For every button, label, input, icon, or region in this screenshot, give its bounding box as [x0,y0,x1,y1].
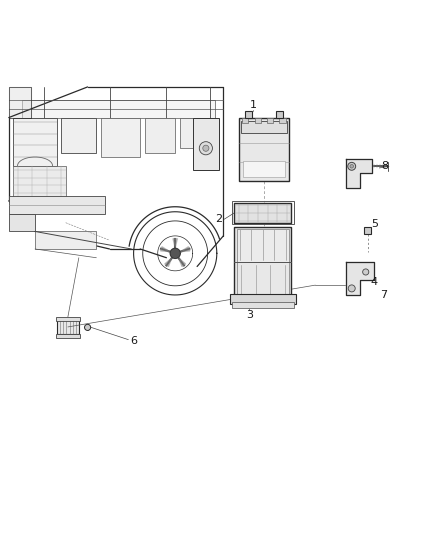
Text: 1: 1 [250,100,257,110]
Bar [243,161,285,177]
Bar [237,229,289,262]
Circle shape [199,142,212,155]
Bar [9,197,105,214]
Text: 5: 5 [371,219,378,229]
Bar [276,111,283,118]
Circle shape [363,269,369,275]
Circle shape [203,145,209,151]
Bar [237,262,289,302]
Polygon shape [346,262,374,295]
Circle shape [348,163,356,170]
Polygon shape [181,247,190,252]
Polygon shape [9,87,31,118]
Bar [234,203,291,223]
Polygon shape [161,247,170,252]
Bar [13,166,66,205]
Bar [56,317,80,321]
Bar [267,118,273,123]
Bar [35,231,96,249]
Bar [242,118,248,123]
Polygon shape [173,239,177,247]
Bar [279,118,286,123]
Bar [193,118,219,170]
Bar [234,227,291,304]
Bar [57,319,79,334]
Bar [13,118,57,166]
Circle shape [350,165,353,168]
Text: 6: 6 [130,336,137,346]
Polygon shape [346,159,372,188]
Bar [180,118,215,148]
Circle shape [348,285,355,292]
Bar [145,118,175,152]
Text: 3: 3 [246,310,253,320]
Bar [245,111,252,118]
Polygon shape [179,258,186,266]
Text: 8: 8 [381,161,388,171]
Bar [364,227,371,233]
Bar [9,214,35,231]
Polygon shape [170,248,180,259]
Bar [56,334,80,338]
Bar [22,100,215,118]
Text: 2: 2 [215,214,223,224]
Bar [232,302,294,308]
Bar [61,118,96,152]
Bar [241,120,287,133]
Text: 4: 4 [370,277,377,287]
Bar [239,118,289,181]
Text: 7: 7 [380,290,387,300]
Bar [101,118,140,157]
Bar [230,294,296,304]
Circle shape [85,324,91,330]
Bar [254,118,261,123]
Polygon shape [165,258,172,266]
Bar [232,201,294,224]
